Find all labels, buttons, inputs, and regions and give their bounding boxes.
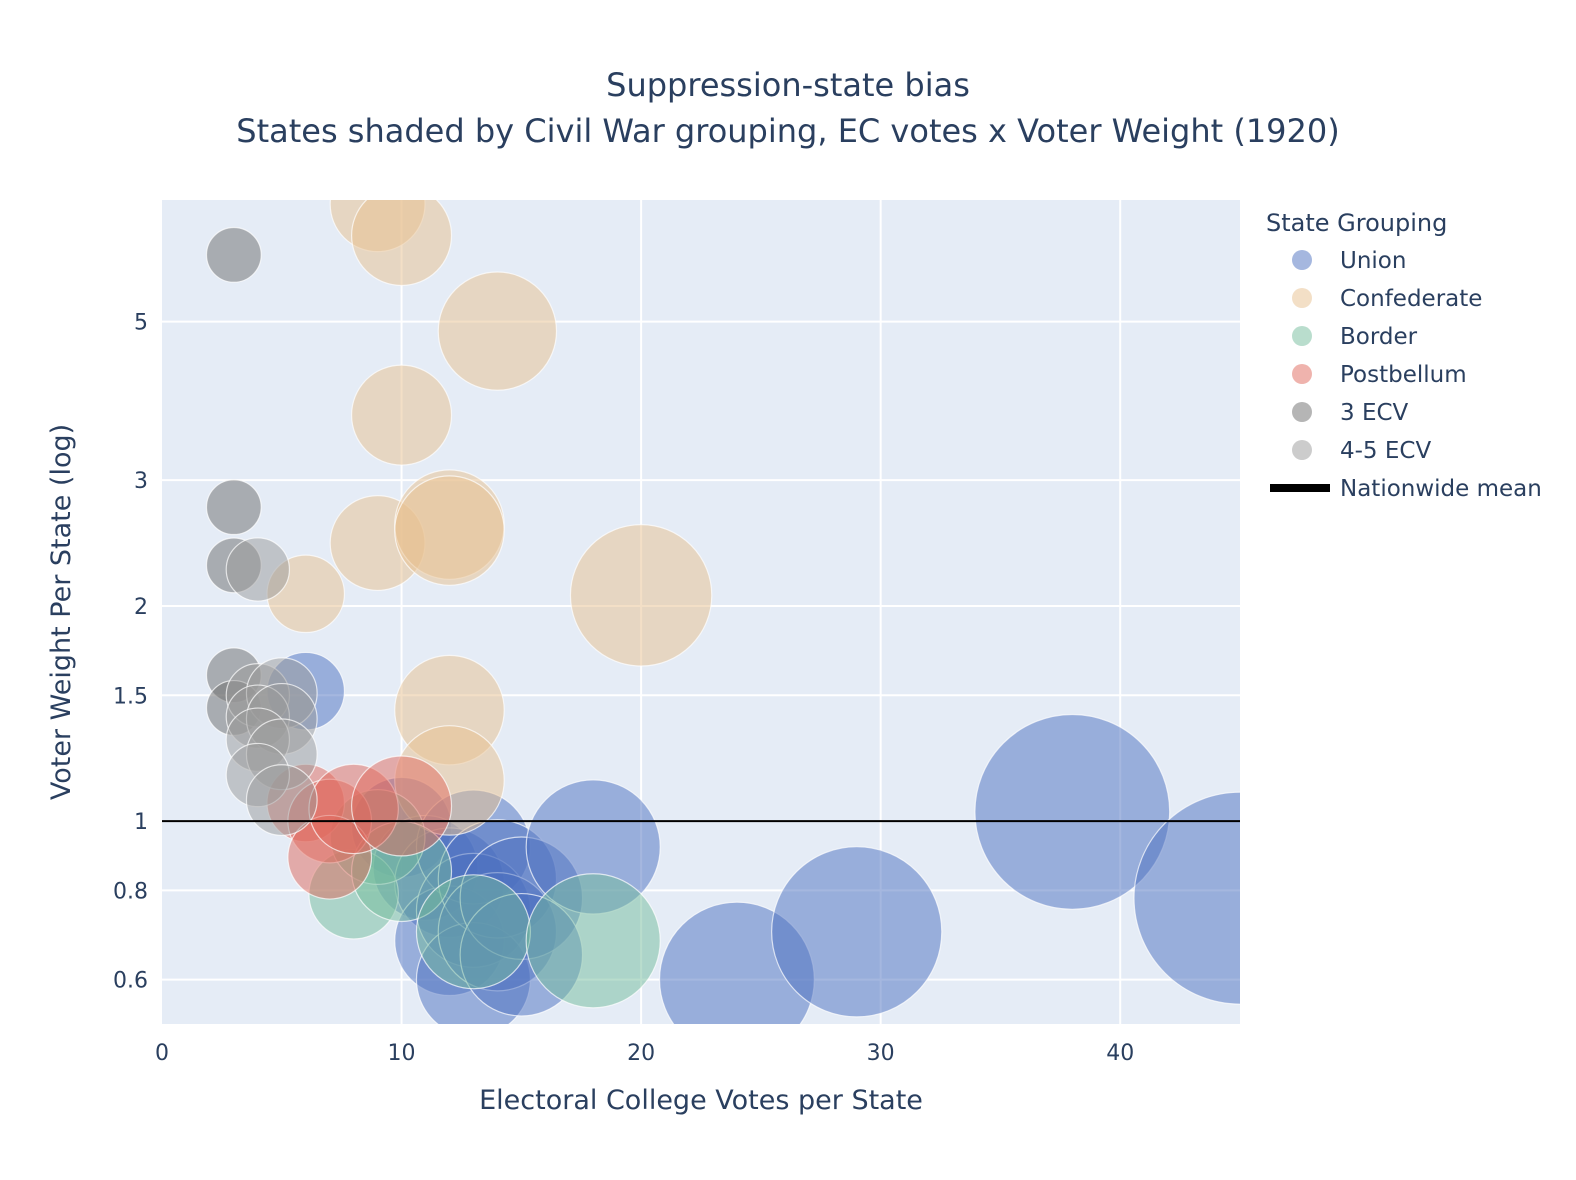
legend-label-postbellum: Postbellum bbox=[1340, 362, 1467, 388]
bubble-confederate[interactable] bbox=[351, 186, 453, 287]
bubble-union[interactable] bbox=[974, 713, 1171, 910]
bubble-confederate[interactable] bbox=[569, 524, 713, 667]
bubble-postbellum[interactable] bbox=[350, 755, 453, 857]
bubble-4-5-ecv[interactable] bbox=[225, 537, 291, 602]
legend-marker-border bbox=[1292, 326, 1312, 346]
x-tick-label: 30 bbox=[867, 1041, 895, 1066]
legend-label-nationwide-mean: Nationwide mean bbox=[1340, 476, 1542, 502]
bubble-union[interactable] bbox=[1133, 791, 1346, 1005]
x-tick-label: 40 bbox=[1106, 1041, 1134, 1066]
bubble-union[interactable] bbox=[771, 846, 943, 1018]
bubble-border[interactable] bbox=[525, 873, 661, 1009]
legend-marker-postbellum bbox=[1292, 364, 1312, 384]
legend-marker-4-5-ecv bbox=[1292, 440, 1312, 460]
y-tick-label: 3 bbox=[134, 469, 148, 494]
y-tick-label: 2 bbox=[134, 595, 148, 620]
bubble-border[interactable] bbox=[415, 874, 531, 990]
bubble-layer bbox=[205, 186, 1346, 1024]
chart-title: Suppression-state bias bbox=[606, 66, 970, 104]
bubble-confederate[interactable] bbox=[394, 475, 505, 586]
bubble-3-ecv[interactable] bbox=[205, 226, 262, 283]
legend-label-4-5-ecv: 4-5 ECV bbox=[1340, 438, 1431, 464]
legend-label-confederate: Confederate bbox=[1340, 286, 1482, 312]
axis-ticks: 0 10 20 30 40 0.6 0.8 1 1.5 2 3 5 bbox=[113, 311, 1134, 1066]
bubble-confederate[interactable] bbox=[350, 364, 453, 466]
legend-title: State Grouping bbox=[1266, 209, 1447, 237]
legend-marker-union bbox=[1292, 250, 1312, 270]
y-tick-label: 0.6 bbox=[113, 969, 148, 994]
bubble-3-ecv[interactable] bbox=[205, 479, 262, 536]
bubble-4-5-ecv[interactable] bbox=[245, 764, 318, 837]
legend-marker-3-ecv bbox=[1292, 402, 1312, 422]
legend-label-border: Border bbox=[1340, 324, 1418, 350]
legend[interactable]: State Grouping Union Confederate Border Pos… bbox=[1266, 209, 1542, 502]
y-tick-label: 5 bbox=[134, 311, 148, 336]
x-tick-label: 20 bbox=[627, 1041, 655, 1066]
y-tick-label: 1 bbox=[134, 810, 148, 835]
y-axis-label: Voter Weight Per State (log) bbox=[46, 424, 77, 800]
chart-subtitle: States shaded by Civil War grouping, EC … bbox=[236, 112, 1339, 150]
x-axis-label: Electoral College Votes per State bbox=[479, 1085, 923, 1116]
legend-label-3-ecv: 3 ECV bbox=[1340, 400, 1409, 426]
y-tick-label: 0.8 bbox=[113, 879, 148, 904]
x-tick-label: 10 bbox=[388, 1041, 416, 1066]
y-tick-label: 1.5 bbox=[113, 684, 148, 709]
x-tick-label: 0 bbox=[155, 1041, 169, 1066]
legend-marker-confederate bbox=[1292, 288, 1312, 308]
legend-label-union: Union bbox=[1340, 248, 1406, 274]
bubble-confederate[interactable] bbox=[437, 271, 558, 391]
